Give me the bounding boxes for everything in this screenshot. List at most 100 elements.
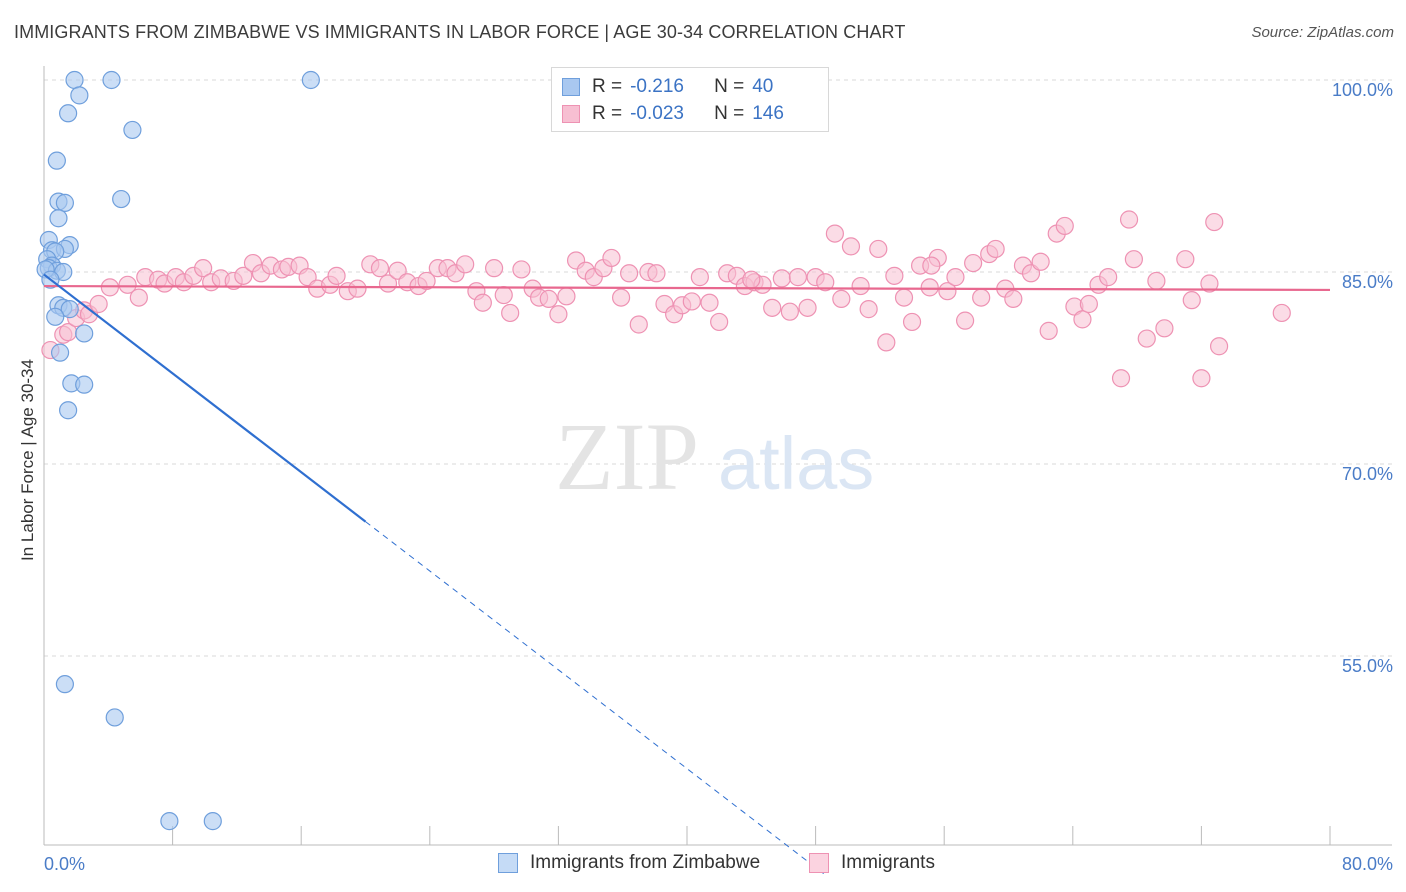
immigrants-point bbox=[859, 300, 878, 319]
immigrants-point bbox=[1073, 310, 1092, 329]
immigrants-point bbox=[647, 264, 666, 283]
immigrants-point bbox=[877, 333, 896, 352]
series-legend-zimbabwe: Immigrants from Zimbabwe bbox=[498, 852, 760, 874]
series-swatch-blue bbox=[498, 853, 518, 873]
series-label-immigrants: Immigrants bbox=[841, 852, 935, 873]
immigrants-point bbox=[1119, 210, 1139, 229]
zimbabwe-point bbox=[59, 104, 78, 123]
immigrants-point bbox=[825, 224, 844, 243]
immigrants-point bbox=[1111, 369, 1131, 388]
legend-r-label: R = bbox=[592, 103, 623, 124]
immigrants-point bbox=[611, 288, 631, 307]
immigrants-point bbox=[118, 275, 137, 294]
immigrants-point bbox=[938, 282, 957, 301]
immigrants-point bbox=[485, 259, 504, 278]
zimbabwe-point bbox=[70, 86, 89, 105]
series-swatch-pink bbox=[809, 853, 829, 873]
immigrants-point bbox=[682, 292, 701, 311]
zimbabwe-point bbox=[55, 193, 74, 212]
zimbabwe-point bbox=[65, 70, 84, 90]
gridlines bbox=[44, 79, 1392, 657]
immigrants-point bbox=[1079, 294, 1098, 314]
immigrants-point bbox=[1137, 329, 1156, 348]
immigrants-point bbox=[620, 264, 639, 283]
immigrants-point bbox=[1205, 212, 1224, 232]
immigrants-point bbox=[1124, 250, 1143, 269]
immigrants-point bbox=[327, 266, 346, 285]
immigrants-point bbox=[89, 294, 108, 314]
immigrants-point bbox=[851, 276, 870, 296]
immigrants-point bbox=[1004, 289, 1023, 308]
zimbabwe-point bbox=[112, 189, 131, 209]
source-label: Source: ZipAtlas.com bbox=[1251, 24, 1394, 41]
zimbabwe-point bbox=[59, 401, 78, 420]
x-tick-label-min: 0.0% bbox=[44, 854, 85, 874]
immigrants-point bbox=[946, 268, 965, 287]
series-label-zimbabwe: Immigrants from Zimbabwe bbox=[530, 852, 761, 873]
y-tick-label: 100.0% bbox=[1332, 80, 1393, 100]
immigrants-point bbox=[348, 279, 367, 298]
axes bbox=[43, 66, 1392, 846]
y-tick-label: 85.0% bbox=[1342, 272, 1393, 292]
immigrants-point bbox=[129, 288, 148, 307]
immigrants-point bbox=[832, 289, 851, 308]
immigrants-point bbox=[798, 298, 817, 317]
immigrants-point bbox=[456, 255, 475, 274]
legend-swatch-blue bbox=[562, 78, 580, 96]
immigrants-point bbox=[512, 260, 531, 279]
immigrants-point bbox=[1176, 250, 1195, 269]
zimbabwe-point bbox=[105, 708, 124, 727]
immigrants-point bbox=[920, 278, 939, 297]
immigrants-point bbox=[986, 239, 1005, 259]
immigrants-point bbox=[1031, 252, 1050, 271]
immigrants-point bbox=[1192, 369, 1211, 388]
trend-lines bbox=[43, 273, 1331, 875]
immigrants-point bbox=[894, 288, 914, 307]
immigrants-point bbox=[700, 293, 719, 312]
immigrants-point bbox=[234, 266, 253, 285]
immigrants-point bbox=[869, 239, 888, 259]
chart-title: IMMIGRANTS FROM ZIMBABWE VS IMMIGRANTS I… bbox=[14, 22, 906, 42]
immigrants-trend-line bbox=[43, 284, 1331, 292]
immigrants-point bbox=[1039, 321, 1058, 340]
immigrants-point bbox=[1272, 303, 1291, 323]
legend-row-immigrants: R = -0.023 N = 146 bbox=[562, 101, 784, 127]
zimbabwe-trend-line bbox=[43, 273, 367, 523]
immigrants-point bbox=[602, 248, 621, 268]
legend-r-value: -0.216 bbox=[630, 76, 684, 97]
legend-n-label: N = bbox=[714, 76, 745, 97]
legend-n-value: 146 bbox=[752, 103, 784, 124]
zimbabwe-point bbox=[301, 70, 320, 90]
immigrants-point bbox=[690, 268, 709, 287]
immigrants-point bbox=[194, 259, 213, 278]
immigrants-point bbox=[885, 266, 904, 285]
zimbabwe-trend-extrapolation bbox=[365, 521, 824, 875]
legend-r-value: -0.023 bbox=[630, 103, 684, 124]
zimbabwe-point bbox=[75, 375, 94, 394]
watermark: ZIP atlas bbox=[555, 403, 874, 510]
immigrants-point bbox=[370, 259, 390, 278]
immigrants-point bbox=[902, 312, 922, 332]
zimbabwe-point bbox=[46, 307, 65, 326]
legend-n-value: 40 bbox=[752, 76, 774, 97]
immigrants-point bbox=[710, 312, 729, 332]
legend-swatch-pink bbox=[562, 105, 580, 123]
zimbabwe-point bbox=[60, 300, 79, 319]
legend-n-label: N = bbox=[714, 103, 745, 124]
legend-row-zimbabwe: R = -0.216 N = 40 bbox=[562, 74, 773, 100]
immigrants-point bbox=[1209, 337, 1229, 356]
immigrants-point bbox=[1147, 271, 1166, 291]
immigrants-point bbox=[1155, 319, 1174, 338]
immigrants-point bbox=[964, 253, 983, 273]
zimbabwe-point bbox=[50, 343, 70, 362]
immigrants-point bbox=[1200, 274, 1219, 293]
immigrants-point bbox=[549, 305, 568, 324]
immigrants-point bbox=[1182, 291, 1201, 310]
watermark-atlas: atlas bbox=[718, 422, 874, 505]
zimbabwe-point bbox=[49, 209, 68, 228]
correlation-legend: R = -0.216 N = 40 R = -0.023 N = 146 bbox=[551, 67, 829, 132]
zimbabwe-point bbox=[123, 120, 142, 140]
zimbabwe-points bbox=[36, 70, 320, 831]
zimbabwe-point bbox=[160, 812, 179, 831]
